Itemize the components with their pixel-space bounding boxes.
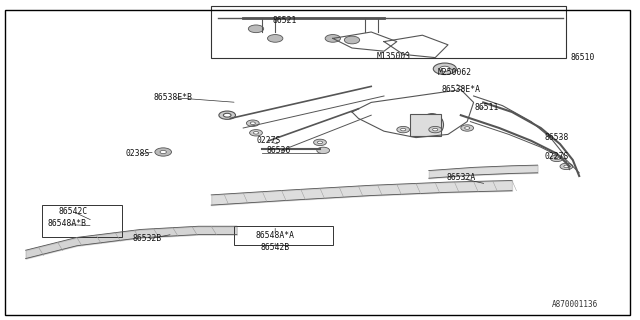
Text: 86510: 86510 bbox=[570, 53, 595, 62]
Circle shape bbox=[550, 155, 563, 162]
Circle shape bbox=[564, 165, 569, 168]
Circle shape bbox=[248, 25, 264, 33]
Text: 0227S: 0227S bbox=[257, 136, 281, 145]
Circle shape bbox=[397, 126, 410, 133]
Bar bbox=[211, 6, 566, 58]
Circle shape bbox=[461, 125, 474, 131]
Text: M135003: M135003 bbox=[376, 52, 411, 60]
Circle shape bbox=[246, 120, 259, 126]
Text: 86511: 86511 bbox=[474, 103, 499, 112]
Text: 86538: 86538 bbox=[545, 133, 569, 142]
Circle shape bbox=[250, 122, 255, 124]
Text: 0227S: 0227S bbox=[545, 152, 569, 161]
Bar bbox=[234, 226, 333, 245]
Text: 86548A*B: 86548A*B bbox=[48, 220, 86, 228]
Circle shape bbox=[440, 66, 450, 71]
Circle shape bbox=[465, 127, 470, 129]
Text: 86532B: 86532B bbox=[132, 234, 162, 243]
Text: 86536: 86536 bbox=[266, 146, 291, 155]
Circle shape bbox=[253, 132, 259, 134]
Text: 86532A: 86532A bbox=[446, 173, 476, 182]
Bar bbox=[42, 205, 122, 237]
Text: 86542C: 86542C bbox=[59, 207, 88, 216]
Text: 86538E*B: 86538E*B bbox=[154, 93, 192, 102]
Text: 86542B: 86542B bbox=[260, 244, 290, 252]
Circle shape bbox=[219, 111, 236, 119]
Circle shape bbox=[325, 35, 340, 42]
Text: A870001136: A870001136 bbox=[552, 300, 598, 309]
Circle shape bbox=[560, 163, 573, 170]
Circle shape bbox=[268, 35, 283, 42]
Circle shape bbox=[223, 113, 231, 117]
Circle shape bbox=[429, 126, 442, 133]
Text: M250062: M250062 bbox=[437, 68, 472, 76]
Text: 0238S: 0238S bbox=[125, 149, 150, 158]
Circle shape bbox=[314, 139, 326, 146]
Circle shape bbox=[250, 130, 262, 136]
Circle shape bbox=[344, 36, 360, 44]
Circle shape bbox=[401, 128, 406, 131]
Circle shape bbox=[433, 63, 456, 75]
Circle shape bbox=[155, 148, 172, 156]
Circle shape bbox=[554, 157, 559, 160]
Circle shape bbox=[317, 147, 330, 154]
Bar bbox=[410, 114, 442, 136]
Circle shape bbox=[317, 141, 323, 144]
Text: 86521: 86521 bbox=[273, 16, 297, 25]
Circle shape bbox=[433, 128, 438, 131]
Text: 86548A*A: 86548A*A bbox=[256, 231, 294, 240]
Circle shape bbox=[160, 150, 166, 154]
Text: 86538E*A: 86538E*A bbox=[442, 85, 480, 94]
Ellipse shape bbox=[420, 114, 444, 136]
